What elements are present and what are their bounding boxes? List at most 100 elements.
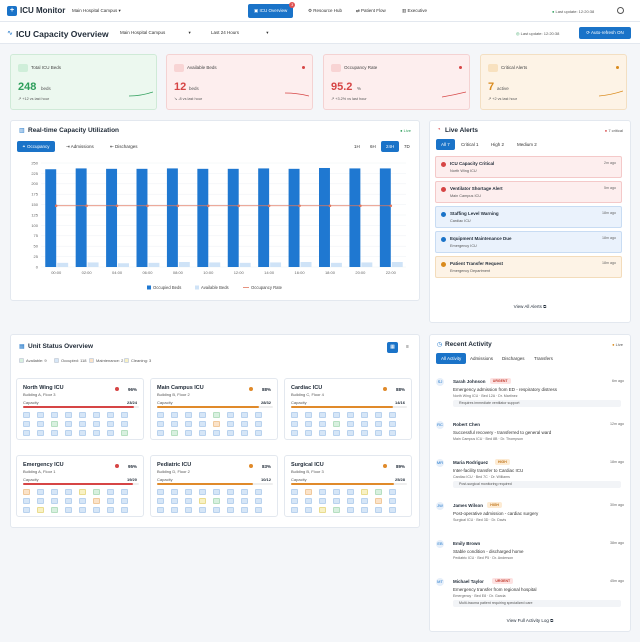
- bed-cell[interactable]: [199, 489, 206, 495]
- activity-item[interactable]: RC Robert Chen 12m ago Successful recovery …: [436, 421, 624, 448]
- bed-cell[interactable]: [199, 507, 206, 513]
- bed-cell[interactable]: [121, 507, 128, 513]
- bed-cell[interactable]: [171, 489, 178, 495]
- bed-cell[interactable]: [333, 498, 340, 504]
- bed-cell[interactable]: [333, 430, 340, 436]
- filter-medium[interactable]: Medium 2: [512, 139, 542, 150]
- bed-cell[interactable]: [121, 412, 128, 418]
- campus-select[interactable]: Main Hospital Campus ▾: [120, 30, 191, 35]
- bed-cell[interactable]: [107, 430, 114, 436]
- bed-cell[interactable]: [389, 412, 396, 418]
- bed-cell[interactable]: [255, 507, 262, 513]
- bed-cell[interactable]: [93, 412, 100, 418]
- bed-cell[interactable]: [37, 498, 44, 504]
- bed-cell[interactable]: [199, 498, 206, 504]
- bed-cell[interactable]: [79, 507, 86, 513]
- bed-cell[interactable]: [107, 421, 114, 427]
- activity-item[interactable]: MR Maria Rodriguez HIGH 18m ago Inter-facili…: [436, 459, 624, 491]
- bed-cell[interactable]: [375, 412, 382, 418]
- bed-cell[interactable]: [23, 421, 30, 427]
- bed-cell[interactable]: [291, 421, 298, 427]
- bed-cell[interactable]: [361, 498, 368, 504]
- bed-cell[interactable]: [65, 421, 72, 427]
- bed-cell[interactable]: [171, 498, 178, 504]
- bed-cell[interactable]: [375, 489, 382, 495]
- tab-discharges[interactable]: ⇤ Discharges: [110, 144, 138, 149]
- nav-patient-flow[interactable]: ⇄ Patient Flow: [356, 8, 386, 13]
- unit-card[interactable]: North Wing ICU Building A, Floor 3 96% Capa…: [16, 378, 144, 440]
- bed-cell[interactable]: [185, 430, 192, 436]
- alert-item[interactable]: Patient Transfer Request Emergency Depart…: [435, 256, 622, 278]
- bed-cell[interactable]: [389, 489, 396, 495]
- bed-cell[interactable]: [319, 489, 326, 495]
- nav-resource-hub[interactable]: ⚙ Resource Hub: [308, 8, 343, 13]
- bed-cell[interactable]: [319, 507, 326, 513]
- bed-cell[interactable]: [213, 489, 220, 495]
- bed-cell[interactable]: [171, 412, 178, 418]
- bed-cell[interactable]: [333, 507, 340, 513]
- bed-cell[interactable]: [389, 421, 396, 427]
- activity-tab-admissions[interactable]: Admissions: [470, 356, 494, 361]
- bed-cell[interactable]: [107, 507, 114, 513]
- alert-item[interactable]: Equipment Maintenance Due Emergency ICU 18…: [435, 231, 622, 253]
- activity-tab-transfers[interactable]: Transfers: [534, 356, 553, 361]
- bed-cell[interactable]: [305, 430, 312, 436]
- bed-cell[interactable]: [23, 498, 30, 504]
- bed-cell[interactable]: [23, 412, 30, 418]
- bed-cell[interactable]: [79, 489, 86, 495]
- bed-cell[interactable]: [347, 421, 354, 427]
- bed-cell[interactable]: [347, 430, 354, 436]
- bed-cell[interactable]: [107, 412, 114, 418]
- filter-critical[interactable]: Critical 1: [456, 139, 484, 150]
- bed-cell[interactable]: [121, 421, 128, 427]
- range-7d[interactable]: 7D: [404, 144, 410, 149]
- bed-cell[interactable]: [347, 412, 354, 418]
- bed-cell[interactable]: [241, 489, 248, 495]
- bed-cell[interactable]: [347, 489, 354, 495]
- bed-cell[interactable]: [213, 507, 220, 513]
- nav-executive[interactable]: ▥ Executive: [402, 8, 428, 13]
- bed-cell[interactable]: [227, 489, 234, 495]
- range-24h[interactable]: 24H: [381, 141, 400, 152]
- unit-card[interactable]: Main Campus ICU Building B, Floor 2 88% Cap…: [150, 378, 278, 440]
- activity-tab-all[interactable]: All Activity: [436, 353, 467, 364]
- bed-cell[interactable]: [51, 489, 58, 495]
- tab-occupancy[interactable]: ⚭ Occupancy: [17, 141, 55, 152]
- bed-cell[interactable]: [199, 412, 206, 418]
- bed-cell[interactable]: [171, 430, 178, 436]
- bed-cell[interactable]: [93, 430, 100, 436]
- bed-cell[interactable]: [37, 489, 44, 495]
- bed-cell[interactable]: [389, 507, 396, 513]
- grid-view-button[interactable]: ▦: [387, 342, 398, 353]
- alert-item[interactable]: ICU Capacity Critical North Wing ICU 2m ag…: [435, 156, 622, 178]
- bed-cell[interactable]: [51, 421, 58, 427]
- bed-cell[interactable]: [23, 430, 30, 436]
- unit-card[interactable]: Emergency ICU Building A, Floor 1 95% Capac…: [16, 455, 144, 517]
- bed-cell[interactable]: [291, 489, 298, 495]
- bed-cell[interactable]: [185, 489, 192, 495]
- bed-cell[interactable]: [199, 421, 206, 427]
- bed-cell[interactable]: [79, 498, 86, 504]
- view-all-alerts-link[interactable]: View All Alerts ⧉: [513, 304, 547, 309]
- bed-cell[interactable]: [227, 507, 234, 513]
- bed-cell[interactable]: [213, 430, 220, 436]
- bed-cell[interactable]: [361, 430, 368, 436]
- bed-cell[interactable]: [37, 430, 44, 436]
- bed-cell[interactable]: [157, 430, 164, 436]
- bed-cell[interactable]: [121, 498, 128, 504]
- range-select[interactable]: Last 24 Hours ▾: [211, 30, 269, 35]
- bed-cell[interactable]: [333, 421, 340, 427]
- bed-cell[interactable]: [37, 421, 44, 427]
- bed-cell[interactable]: [121, 489, 128, 495]
- bed-cell[interactable]: [333, 489, 340, 495]
- bed-cell[interactable]: [213, 498, 220, 504]
- bed-cell[interactable]: [93, 507, 100, 513]
- bed-cell[interactable]: [213, 412, 220, 418]
- activity-item[interactable]: JW James Wilson HIGH 30m ago Post-operative …: [436, 502, 624, 529]
- activity-item[interactable]: MT Michael Taylor URGENT 45m ago Emergency t…: [436, 578, 624, 610]
- bed-cell[interactable]: [23, 507, 30, 513]
- unit-card[interactable]: Pediatric ICU Building D, Floor 2 83% Capac…: [150, 455, 278, 517]
- bed-cell[interactable]: [157, 507, 164, 513]
- bed-cell[interactable]: [185, 498, 192, 504]
- bed-cell[interactable]: [389, 430, 396, 436]
